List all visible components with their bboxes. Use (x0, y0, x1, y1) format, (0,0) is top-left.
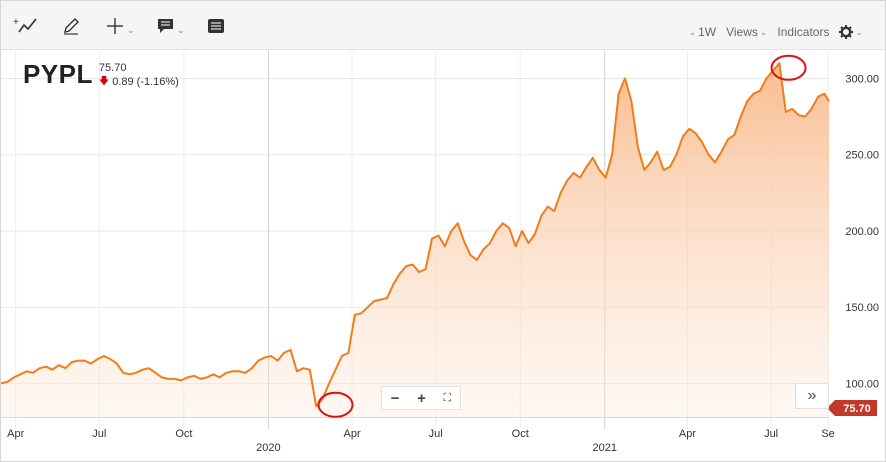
x-tick-label: Jul (92, 428, 106, 440)
x-tick-label: 2021 (593, 442, 617, 454)
price-chart[interactable]: 100.00 150.00 200.00 250.00 300.00 Apr Jul Oct… (1, 49, 885, 461)
chevron-down-icon: ⌄ (855, 26, 863, 37)
indicators-menu[interactable]: Indicators (777, 25, 829, 39)
toolbar: + ⌄ ⌄ ⌄ 1W Views ⌄ Indicators (1, 1, 885, 50)
toolbar-right: ⌄ 1W Views ⌄ Indicators ⌄ (689, 25, 863, 39)
zoom-out-button[interactable]: − (390, 389, 400, 407)
chart-style-icon[interactable]: + (13, 13, 39, 39)
highlight-circle (770, 54, 807, 81)
indicators-label: Indicators (777, 25, 830, 39)
last-price-tag (827, 400, 877, 416)
price-area (1, 63, 829, 417)
last-price-tag-label: 75.70 (843, 403, 871, 415)
x-tick-label: Apr (679, 428, 696, 440)
x-tick-label: Oct (512, 428, 529, 440)
ticker-symbol: PYPL (23, 59, 93, 89)
price-change: 🡇 0.89 (-1.16%) (99, 75, 179, 89)
down-arrow-icon: 🡇 (98, 76, 110, 87)
highlight-circle (317, 391, 354, 418)
chevron-down-icon: ⌄ (759, 26, 768, 37)
range-label: 1W (698, 25, 717, 39)
x-tick-label: Se (821, 428, 834, 440)
chevron-down-icon: ⌄ (177, 24, 185, 35)
last-price: 75.70 (98, 62, 127, 74)
chevron-down-icon: ⌄ (688, 26, 697, 37)
scroll-right-button[interactable]: » (795, 383, 829, 409)
x-tick-label: Apr (7, 428, 24, 440)
table-icon[interactable] (207, 13, 225, 39)
fit-button[interactable]: ⛶ (443, 391, 452, 404)
x-tick-label: Jul (764, 428, 778, 440)
price-change-text: 0.89 (-1.16%) (112, 76, 179, 88)
x-tick-label: Jul (429, 428, 443, 440)
y-tick-label: 100.00 (845, 378, 879, 390)
x-tick-label: 2020 (256, 442, 280, 454)
svg-text:+: + (13, 17, 19, 28)
views-menu[interactable]: Views ⌄ (726, 25, 767, 39)
y-tick-label: 300.00 (845, 73, 879, 85)
y-tick-label: 250.00 (845, 150, 879, 162)
comments-icon[interactable]: ⌄ (157, 13, 185, 39)
settings-button[interactable]: ⌄ (839, 25, 863, 39)
crosshair-icon[interactable]: ⌄ (105, 13, 135, 39)
y-tick-label: 200.00 (845, 226, 879, 238)
chevron-down-icon: ⌄ (127, 24, 135, 35)
zoom-in-button[interactable]: + (417, 389, 426, 407)
x-tick-label: Oct (175, 428, 192, 440)
views-label: Views (726, 25, 758, 39)
gear-icon (839, 25, 854, 39)
price-line (1, 62, 830, 408)
x-tick-label: Apr (343, 428, 360, 440)
quote: 75.70 🡇 0.89 (-1.16%) (99, 61, 179, 89)
y-tick-label: 150.00 (845, 302, 879, 314)
range-selector[interactable]: ⌄ 1W (689, 25, 717, 39)
zoom-controls: − + ⛶ (381, 386, 461, 410)
ticker-box: PYPL 75.70 🡇 0.89 (-1.16%) (23, 59, 179, 89)
draw-icon[interactable] (61, 13, 81, 39)
